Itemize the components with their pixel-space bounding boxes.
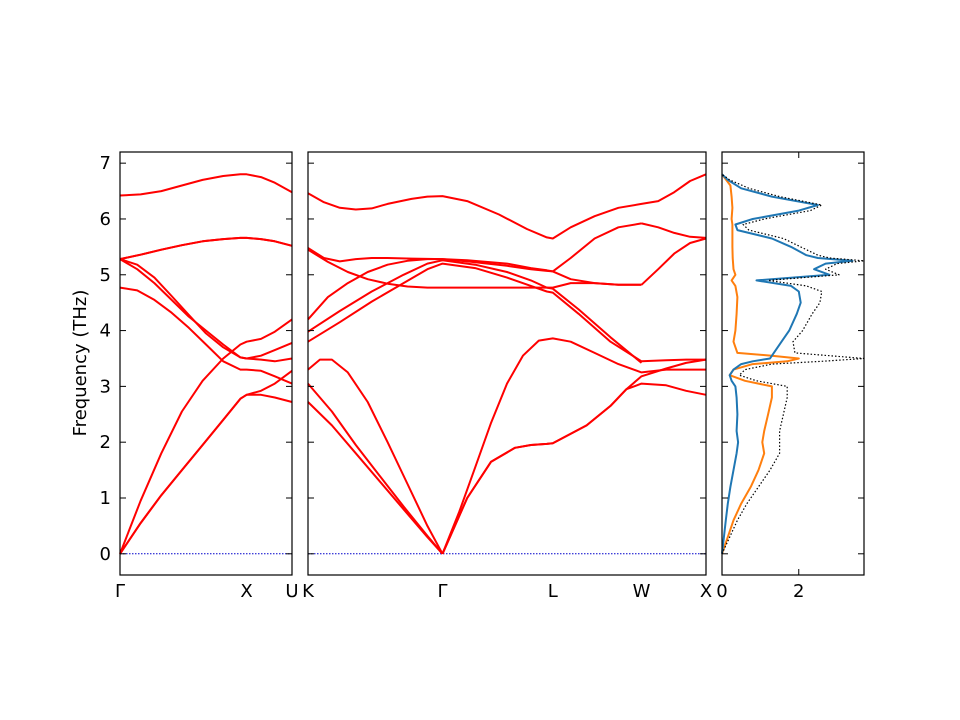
y-tick-label: 7 bbox=[100, 153, 111, 174]
phonon-branch-13 bbox=[307, 173, 707, 240]
x-tick-label: U bbox=[285, 581, 298, 602]
phonon-branch-1 bbox=[307, 382, 444, 555]
plot-frame bbox=[119, 151, 293, 576]
phonon-branch-8 bbox=[307, 258, 642, 321]
phonon-branch-5 bbox=[441, 337, 706, 555]
x-tick-label: X bbox=[700, 581, 712, 602]
x-tick-label: 2 bbox=[793, 581, 804, 602]
y-tick-label: 0 bbox=[100, 544, 111, 565]
phonon-branch-2 bbox=[119, 318, 293, 555]
plot-frame bbox=[721, 151, 865, 576]
phonon-branch-9 bbox=[307, 248, 642, 289]
phonon-branch-2 bbox=[307, 358, 444, 555]
phonon-branch-3 bbox=[119, 286, 293, 385]
phonon-branch-7 bbox=[307, 259, 643, 364]
x-tick-label: W bbox=[633, 581, 651, 602]
y-tick-label: 2 bbox=[100, 432, 111, 453]
y-tick-label: 4 bbox=[100, 321, 111, 342]
x-tick-label: 0 bbox=[716, 581, 727, 602]
phonon-branch-5 bbox=[119, 258, 293, 363]
x-tick-label: X bbox=[240, 581, 252, 602]
phonon-branch-10 bbox=[307, 222, 642, 273]
phonon-branch-11 bbox=[640, 237, 707, 286]
x-tick-label: Γ bbox=[115, 581, 125, 602]
phonon-branch-4 bbox=[119, 258, 293, 360]
y-tick-label: 3 bbox=[100, 376, 111, 397]
y-tick-label: 6 bbox=[100, 209, 111, 230]
plot-frame bbox=[307, 151, 707, 576]
x-tick-label: L bbox=[548, 581, 558, 602]
phonon-branch-8 bbox=[119, 173, 293, 197]
x-tick-label: K bbox=[302, 581, 315, 602]
dispersion-left-panel: 0 1 2 3 4 5 6 7 Γ X U bbox=[100, 151, 299, 602]
phonon-branch-1 bbox=[119, 369, 293, 555]
phonon-branch-12 bbox=[641, 222, 707, 239]
phonon-branch-6 bbox=[307, 262, 706, 363]
dos-series-1 bbox=[721, 173, 854, 554]
dos-series-2 bbox=[721, 173, 865, 555]
y-tick-label: 5 bbox=[100, 265, 111, 286]
y-tick-label: 1 bbox=[100, 488, 111, 509]
phonon-branch-7 bbox=[119, 236, 293, 261]
y-axis-label: Frequency (THz) bbox=[70, 290, 91, 437]
x-tick-label: Γ bbox=[438, 581, 448, 602]
